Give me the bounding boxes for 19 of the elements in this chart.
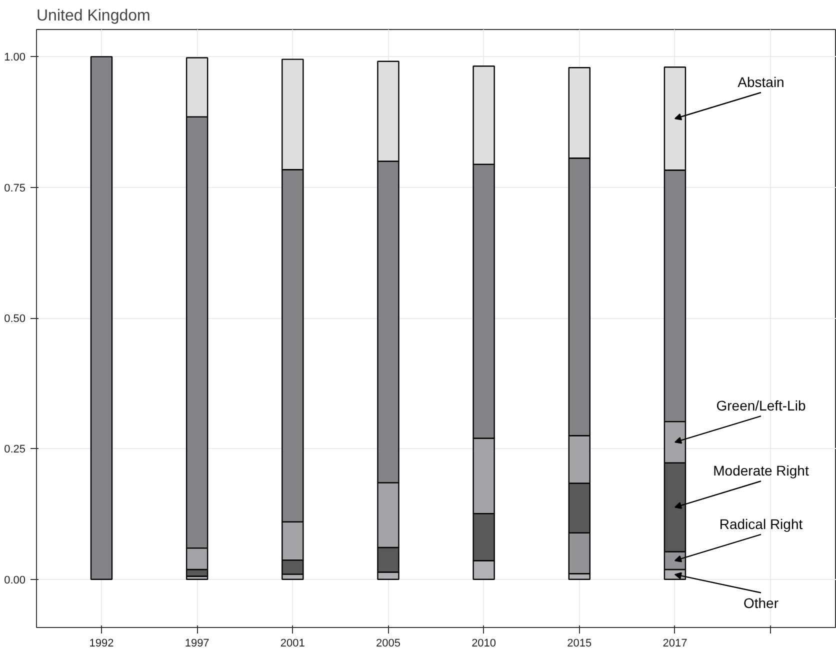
text: Abstain xyxy=(738,74,784,90)
y-tick-label: 0.00 xyxy=(4,574,26,586)
bar xyxy=(90,56,113,580)
y-tick-label: 0.75 xyxy=(4,182,26,194)
x-tick-label: 1997 xyxy=(184,638,210,649)
text: Green/Left-Lib xyxy=(716,398,806,414)
x-tick-label: 2015 xyxy=(567,638,592,649)
x-tick-label: 2001 xyxy=(280,638,305,649)
x-tick-label: 2005 xyxy=(376,638,400,649)
text: Other xyxy=(743,595,779,612)
y-tick-label: 0.25 xyxy=(4,444,26,456)
chart-title: United Kingdom xyxy=(36,8,150,24)
x-tick-label: 2017 xyxy=(662,638,688,649)
series-label: Moderate Right xyxy=(713,462,809,479)
text: Radical Right xyxy=(719,516,803,532)
x-tick-label: 1992 xyxy=(89,638,114,649)
y-tick-label: 0.50 xyxy=(4,313,26,326)
x-tick-label: 2010 xyxy=(472,638,496,649)
y-tick-label: 1.00 xyxy=(4,52,26,64)
